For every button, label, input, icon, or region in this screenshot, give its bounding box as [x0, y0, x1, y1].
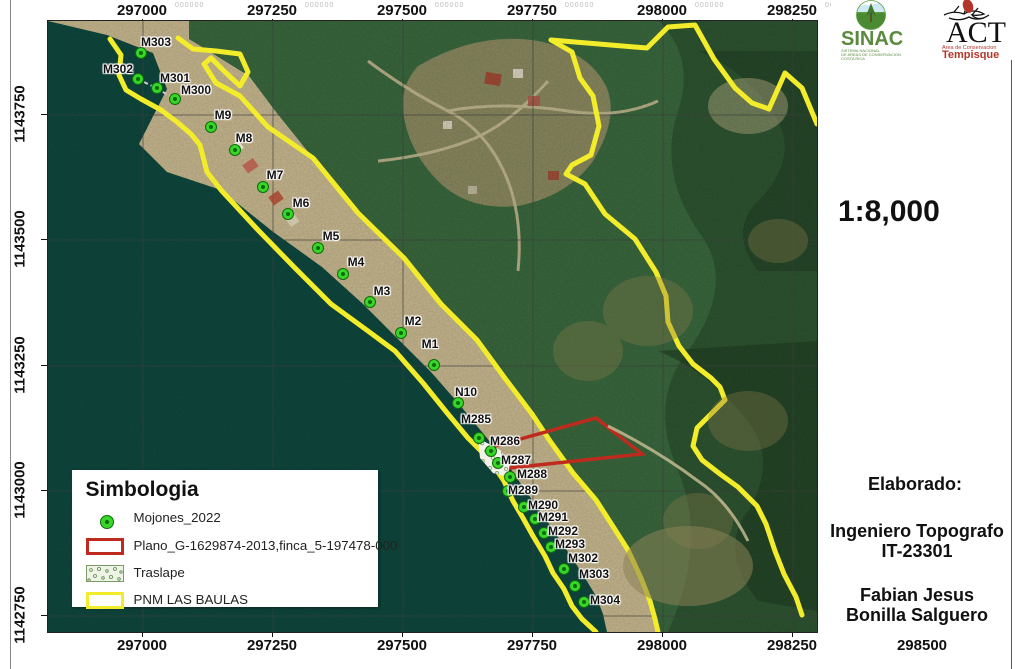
svg-text:SINAC: SINAC [841, 28, 903, 50]
svg-text:COSTA RICA: COSTA RICA [841, 56, 865, 60]
svg-text:Tempisque: Tempisque [942, 49, 999, 60]
